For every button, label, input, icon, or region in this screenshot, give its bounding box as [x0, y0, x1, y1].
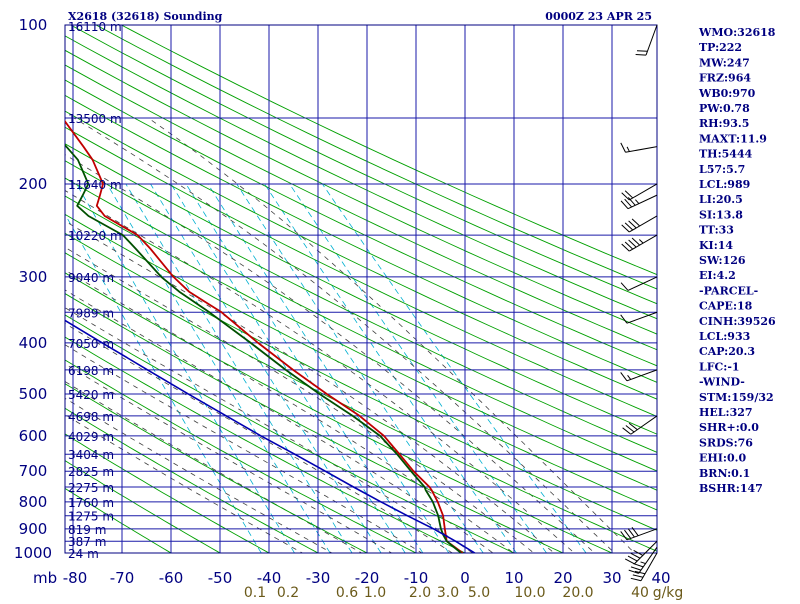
index-entry: LCL:933 — [699, 330, 750, 343]
height-label: 13500 m — [68, 112, 122, 126]
index-entry: SRDS:76 — [699, 436, 753, 449]
height-label: 24 m — [68, 547, 99, 561]
index-entry: FRZ:964 — [699, 72, 751, 85]
pressure-tick-label: 900 — [19, 520, 48, 538]
pressure-tick-label: 100 — [19, 16, 48, 34]
mixing-ratio-label: 10.0 — [514, 585, 545, 600]
pressure-tick-label: 800 — [19, 493, 48, 511]
pressure-tick-label: 200 — [19, 175, 48, 193]
index-entry: STM:159/32 — [699, 391, 774, 404]
mixing-ratio-label: 1.0 — [364, 585, 386, 600]
index-entry: CAP:20.3 — [699, 345, 755, 358]
index-entry: CAPE:18 — [699, 300, 753, 313]
temperature-tick-label: -80 — [63, 569, 88, 587]
index-entry: LFC:-1 — [699, 360, 740, 373]
pressure-tick-label: 600 — [19, 427, 48, 445]
index-entry: HEL:327 — [699, 406, 753, 419]
pressure-unit-label: mb — [33, 569, 57, 587]
index-entry: SI:13.8 — [699, 208, 743, 221]
index-entry: BSHR:147 — [699, 482, 763, 495]
index-entry: RH:93.5 — [699, 117, 749, 130]
height-label: 5420 m — [68, 388, 114, 402]
temperature-tick-label: 30 — [602, 569, 621, 587]
height-label: 3404 m — [68, 448, 114, 462]
index-entry: WB0:970 — [698, 87, 756, 100]
pressure-tick-label: 400 — [19, 334, 48, 352]
height-label: 9040 m — [68, 271, 114, 285]
wind-barb-feather — [637, 51, 647, 52]
index-entry: TT:33 — [699, 224, 734, 237]
time-title: 0000Z 23 APR 25 — [545, 10, 652, 23]
index-entry: PW:0.78 — [699, 102, 750, 115]
index-entry: LCL:989 — [699, 178, 750, 191]
wind-barb-feather — [636, 54, 646, 55]
mixing-ratio-label: 40 — [631, 585, 649, 600]
station-title: X2618 (32618) Sounding — [68, 10, 223, 23]
index-entry: MAXT:11.9 — [699, 132, 767, 145]
mixing-ratio-label: 0.2 — [277, 585, 299, 600]
index-entry: SHR+:0.0 — [699, 421, 759, 434]
index-entry: SW:126 — [699, 254, 746, 267]
index-entry: MW:247 — [699, 56, 750, 69]
pressure-tick-label: 500 — [19, 385, 48, 403]
index-entry: TP:222 — [699, 41, 742, 54]
temperature-tick-label: -50 — [208, 569, 233, 587]
index-entry: LI:20.5 — [699, 193, 743, 206]
mixing-ratio-label: 2.0 — [409, 585, 431, 600]
height-label: 1760 m — [68, 496, 114, 510]
height-label: 2825 m — [68, 465, 114, 479]
pressure-tick-label: 300 — [19, 268, 48, 286]
mixing-ratio-label: g/kg — [653, 585, 684, 600]
height-label: 4698 m — [68, 410, 114, 424]
index-entry: EI:4.2 — [699, 269, 736, 282]
index-entry: CINH:39526 — [699, 315, 776, 328]
index-entry: EHI:0.0 — [699, 452, 746, 465]
index-entry: -PARCEL- — [699, 284, 758, 297]
temperature-tick-label: -60 — [159, 569, 184, 587]
index-entry: BRN:0.1 — [699, 467, 750, 480]
height-label: 11640 m — [68, 178, 122, 192]
height-label: 7989 m — [68, 306, 114, 320]
height-label: 2275 m — [68, 481, 114, 495]
temperature-tick-label: -30 — [306, 569, 331, 587]
index-entry: L57:5.7 — [699, 163, 745, 176]
mixing-ratio-label: 3.0 — [437, 585, 459, 600]
height-label: 1275 m — [68, 510, 114, 524]
mixing-ratio-label: 20.0 — [562, 585, 593, 600]
pressure-tick-label: 700 — [19, 462, 48, 480]
height-label: 7050 m — [68, 337, 114, 351]
mixing-ratio-label: 0.6 — [336, 585, 358, 600]
pressure-tick-label: 1000 — [14, 544, 52, 562]
height-label: 4029 m — [68, 430, 114, 444]
mixing-ratio-label: 0.1 — [244, 585, 266, 600]
index-entry: TH:5444 — [699, 148, 753, 161]
index-entry: WMO:32618 — [698, 26, 776, 39]
index-entry: -WIND- — [699, 376, 745, 389]
mixing-ratio-label: 5.0 — [468, 585, 490, 600]
index-entry: KI:14 — [699, 239, 733, 252]
height-label: 10220 m — [68, 229, 122, 243]
height-label: 6198 m — [68, 364, 114, 378]
temperature-tick-label: -70 — [110, 569, 135, 587]
